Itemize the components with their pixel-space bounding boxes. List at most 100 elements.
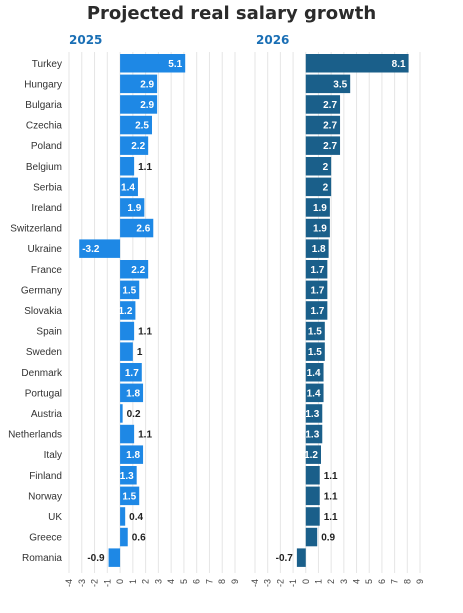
value-label: 2 xyxy=(323,182,329,193)
bar xyxy=(305,507,320,526)
value-label: 1.9 xyxy=(313,224,327,235)
category-label: Slovakia xyxy=(24,306,62,317)
value-label: 0.6 xyxy=(132,533,146,544)
tick-label: 4 xyxy=(352,579,362,584)
bar xyxy=(120,301,136,320)
bar xyxy=(120,54,186,73)
tick-label: 9 xyxy=(230,579,240,584)
value-label: 3.5 xyxy=(333,79,347,90)
bar xyxy=(120,260,149,279)
bar xyxy=(305,445,321,464)
value-label: 1.7 xyxy=(310,306,324,317)
bar xyxy=(305,486,320,506)
value-label: 2.7 xyxy=(323,141,337,152)
value-label: 1.2 xyxy=(304,450,318,461)
bar xyxy=(305,363,324,382)
value-label: 1.2 xyxy=(118,306,132,317)
bar xyxy=(305,260,328,279)
bar xyxy=(305,177,332,197)
bar xyxy=(305,404,323,423)
category-label: Norway xyxy=(28,491,62,502)
category-label: Portugal xyxy=(25,388,62,399)
tick-label: 2 xyxy=(141,579,151,584)
value-label: 2 xyxy=(323,162,329,173)
value-label: 2.7 xyxy=(323,121,337,132)
value-label: 1.1 xyxy=(138,162,152,173)
value-label: -0.7 xyxy=(276,553,294,564)
value-label: 1.4 xyxy=(307,388,321,399)
tick-label: -3 xyxy=(77,579,87,587)
bar xyxy=(120,177,138,197)
value-label: 2.9 xyxy=(140,79,154,90)
tick-label: -2 xyxy=(90,579,100,587)
tick-label: 8 xyxy=(402,579,412,584)
tick-label: 6 xyxy=(377,579,387,584)
bar xyxy=(305,239,329,258)
bar xyxy=(120,466,137,485)
tick-label: 0 xyxy=(301,579,311,584)
bar xyxy=(120,383,144,403)
value-label: 1.5 xyxy=(122,285,136,296)
tick-label: -1 xyxy=(102,579,112,587)
value-label: 1.9 xyxy=(313,203,327,214)
panel-title: 2026 xyxy=(256,33,289,47)
value-label: 1.7 xyxy=(125,368,139,379)
value-label: 0.4 xyxy=(129,512,143,523)
value-label: 1.5 xyxy=(308,347,322,358)
bar xyxy=(120,404,123,423)
bar xyxy=(120,157,135,176)
bar xyxy=(305,280,328,300)
panel-title: 2025 xyxy=(69,33,102,47)
bar xyxy=(305,527,318,547)
value-label: 2.5 xyxy=(135,121,149,132)
value-label: 1.1 xyxy=(138,327,152,338)
category-label: UK xyxy=(48,512,62,523)
value-label: 0.9 xyxy=(321,533,335,544)
bar xyxy=(120,198,145,217)
value-label: -3.2 xyxy=(82,244,100,255)
value-label: 2.7 xyxy=(323,100,337,111)
value-label: 1.1 xyxy=(138,430,152,441)
category-label: Serbia xyxy=(33,182,62,193)
bar xyxy=(305,136,341,155)
value-label: -0.9 xyxy=(87,553,105,564)
bar xyxy=(305,54,409,73)
bar xyxy=(120,363,142,382)
value-label: 1.8 xyxy=(126,388,140,399)
value-label: 5.1 xyxy=(168,59,182,70)
tick-label: 8 xyxy=(217,579,227,584)
bar xyxy=(305,321,325,341)
bar xyxy=(120,95,158,114)
bar xyxy=(120,424,135,444)
bar xyxy=(120,507,126,526)
bar xyxy=(108,548,121,567)
value-label: 2.6 xyxy=(136,224,150,235)
bar xyxy=(305,115,341,135)
tick-label: -4 xyxy=(250,579,260,587)
bar xyxy=(120,321,135,341)
bar xyxy=(120,486,140,506)
category-label: Italy xyxy=(44,450,62,461)
category-label: Bulgaria xyxy=(25,100,62,111)
category-label: Hungary xyxy=(24,79,62,90)
value-label: 8.1 xyxy=(392,59,406,70)
bar xyxy=(305,157,332,176)
bar xyxy=(305,218,330,238)
category-label: Greece xyxy=(29,533,62,544)
category-label: Germany xyxy=(21,285,62,296)
tick-label: 9 xyxy=(415,579,425,584)
tick-label: 3 xyxy=(339,579,349,584)
chart-title: Projected real salary growth xyxy=(86,3,377,24)
category-label: Ukraine xyxy=(28,244,63,255)
panel-2026: 2026-4 -3 -2 -1 0 1 2 3 4 5 6 7 8 98.13.52.72.72.7221… xyxy=(250,33,425,587)
value-label: 1.8 xyxy=(126,450,140,461)
bar xyxy=(120,74,158,94)
category-label: Romania xyxy=(22,553,62,564)
tick-label: -2 xyxy=(275,579,285,587)
tick-label: 7 xyxy=(204,579,214,584)
tick-label: 7 xyxy=(390,579,400,584)
bar xyxy=(305,74,351,94)
bar xyxy=(305,342,325,361)
value-label: 1.1 xyxy=(324,471,338,482)
